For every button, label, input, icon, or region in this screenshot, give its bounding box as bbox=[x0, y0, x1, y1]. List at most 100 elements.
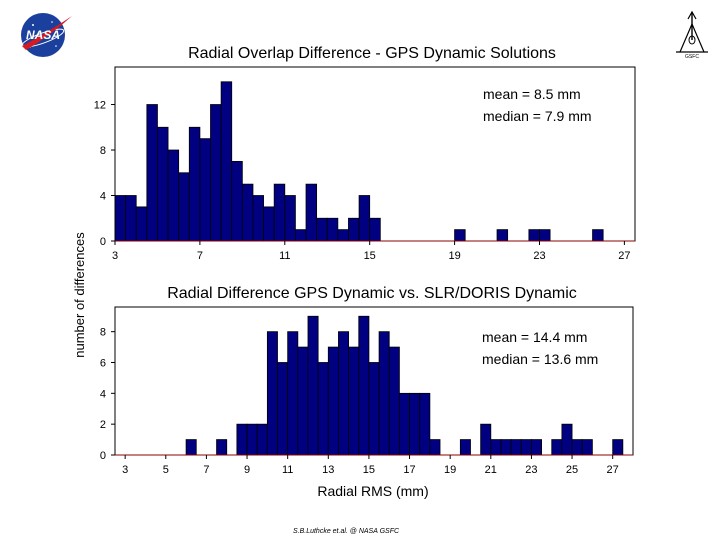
gsfc-logo-text: GSFC bbox=[685, 54, 699, 60]
bar-overlap-18 bbox=[305, 183, 318, 242]
y-tick-label-slr-doris: 6 bbox=[100, 358, 106, 370]
histogram-overlap: Radial Overlap Difference - GPS Dynamic … bbox=[94, 45, 636, 262]
bars-overlap bbox=[114, 81, 604, 242]
nasa-logo-swoosh bbox=[22, 16, 72, 50]
nasa-logo-text: NASA bbox=[26, 28, 60, 42]
y-tick-label-overlap: 4 bbox=[100, 191, 106, 203]
bar-overlap-2 bbox=[135, 206, 148, 242]
y-axis-label: number of differences bbox=[72, 232, 87, 358]
bar-slr-doris-27 bbox=[520, 439, 532, 456]
x-tick-label-slr-doris: 25 bbox=[566, 464, 578, 476]
bar-slr-doris-33 bbox=[612, 439, 624, 456]
bar-slr-doris-30 bbox=[561, 423, 573, 456]
bar-overlap-28 bbox=[539, 229, 551, 242]
bar-slr-doris-6 bbox=[277, 362, 289, 456]
x-tick-label-slr-doris: 21 bbox=[485, 464, 497, 476]
bar-slr-doris-20 bbox=[419, 392, 431, 456]
bar-overlap-11 bbox=[231, 160, 243, 242]
y-ticks-slr-doris: 0 2 4 6 8 bbox=[100, 327, 115, 462]
bar-slr-doris-32 bbox=[581, 439, 593, 456]
bar-slr-doris-1 bbox=[216, 439, 228, 456]
x-tick-label-overlap: 15 bbox=[364, 250, 376, 262]
median-annotation-overlap: median = 7.9 mm bbox=[483, 108, 592, 124]
x-tick-label-slr-doris: 3 bbox=[122, 464, 128, 476]
bar-slr-doris-14 bbox=[358, 315, 370, 456]
bar-overlap-12 bbox=[241, 183, 254, 242]
x-tick-label-slr-doris: 15 bbox=[363, 464, 375, 476]
bar-overlap-5 bbox=[167, 149, 180, 242]
x-tick-label-slr-doris: 11 bbox=[282, 464, 293, 476]
y-ticks-overlap: 0 4 8 12 bbox=[94, 100, 115, 248]
bar-slr-doris-22 bbox=[459, 439, 471, 456]
bar-overlap-3 bbox=[146, 104, 158, 242]
bar-slr-doris-28 bbox=[531, 439, 542, 456]
bar-slr-doris-23 bbox=[480, 423, 492, 456]
median-annotation-slr-doris: median = 13.6 mm bbox=[482, 351, 598, 367]
bar-slr-doris-25 bbox=[500, 439, 512, 456]
bar-overlap-24 bbox=[369, 217, 381, 242]
x-tick-label-overlap: 23 bbox=[533, 250, 545, 262]
bar-slr-doris-13 bbox=[348, 346, 360, 456]
y-tick-label-slr-doris: 8 bbox=[100, 327, 106, 339]
bar-overlap-1 bbox=[125, 195, 137, 242]
bar-overlap-22 bbox=[348, 217, 360, 242]
bar-slr-doris-3 bbox=[246, 423, 258, 456]
chart-title-slr-doris: Radial Difference GPS Dynamic vs. SLR/DO… bbox=[167, 285, 577, 302]
bar-slr-doris-0 bbox=[185, 439, 197, 456]
x-tick-label-slr-doris: 5 bbox=[163, 464, 169, 476]
x-tick-label-slr-doris: 23 bbox=[525, 464, 537, 476]
bar-overlap-26 bbox=[496, 229, 509, 242]
bar-overlap-27 bbox=[528, 229, 540, 242]
gsfc-logo: GSFC bbox=[676, 10, 708, 60]
chart-title-overlap: Radial Overlap Difference - GPS Dynamic … bbox=[188, 45, 556, 62]
bar-slr-doris-12 bbox=[338, 331, 350, 456]
y-tick-label-slr-doris: 4 bbox=[100, 388, 106, 400]
x-axis-label: Radial RMS (mm) bbox=[317, 483, 428, 499]
bar-overlap-14 bbox=[263, 206, 275, 242]
bar-overlap-20 bbox=[326, 217, 339, 242]
mean-annotation-overlap: mean = 8.5 mm bbox=[483, 86, 581, 102]
x-tick-label-overlap: 19 bbox=[448, 250, 460, 262]
bar-slr-doris-26 bbox=[510, 439, 522, 456]
x-tick-label-slr-doris: 9 bbox=[244, 464, 250, 476]
bar-slr-doris-4 bbox=[256, 423, 268, 456]
x-tick-label-slr-doris: 7 bbox=[203, 464, 209, 476]
bars-slr-doris bbox=[185, 315, 624, 456]
x-tick-label-slr-doris: 13 bbox=[322, 464, 334, 476]
bar-overlap-9 bbox=[210, 104, 222, 242]
bar-slr-doris-17 bbox=[388, 346, 400, 456]
bar-overlap-6 bbox=[178, 172, 190, 242]
histogram-slr-doris: Radial Difference GPS Dynamic vs. SLR/DO… bbox=[100, 285, 634, 499]
x-tick-label-slr-doris: 19 bbox=[444, 464, 456, 476]
bar-overlap-8 bbox=[199, 138, 211, 242]
bar-overlap-10 bbox=[220, 81, 233, 242]
x-tick-label-overlap: 7 bbox=[197, 250, 203, 262]
bar-overlap-23 bbox=[358, 195, 371, 242]
bar-slr-doris-21 bbox=[429, 439, 441, 456]
bar-slr-doris-18 bbox=[398, 392, 410, 456]
nasa-logo: NASA bbox=[21, 13, 72, 57]
bar-overlap-19 bbox=[316, 217, 328, 242]
bar-slr-doris-15 bbox=[368, 362, 380, 456]
bar-overlap-13 bbox=[252, 195, 264, 242]
y-tick-label-overlap: 0 bbox=[100, 236, 106, 248]
y-tick-label-slr-doris: 0 bbox=[100, 450, 106, 462]
bar-slr-doris-16 bbox=[378, 331, 390, 456]
bar-slr-doris-10 bbox=[317, 362, 329, 456]
bar-slr-doris-2 bbox=[236, 423, 248, 456]
bar-slr-doris-31 bbox=[571, 439, 583, 456]
bar-overlap-4 bbox=[157, 126, 169, 242]
bar-slr-doris-5 bbox=[266, 331, 278, 456]
bar-slr-doris-19 bbox=[409, 392, 421, 456]
bar-overlap-21 bbox=[337, 229, 349, 242]
bar-overlap-0 bbox=[114, 195, 127, 242]
y-tick-label-slr-doris: 2 bbox=[100, 419, 106, 431]
x-ticks-overlap: 3 7 11 15 19 23 27 bbox=[112, 241, 631, 262]
bar-slr-doris-29 bbox=[551, 439, 563, 456]
bar-slr-doris-8 bbox=[297, 346, 309, 456]
x-tick-label-slr-doris: 17 bbox=[403, 464, 415, 476]
credit-text: S.B.Luthcke et.al. @ NASA GSFC bbox=[293, 528, 400, 535]
bar-slr-doris-11 bbox=[327, 346, 339, 456]
bar-overlap-15 bbox=[273, 183, 286, 242]
